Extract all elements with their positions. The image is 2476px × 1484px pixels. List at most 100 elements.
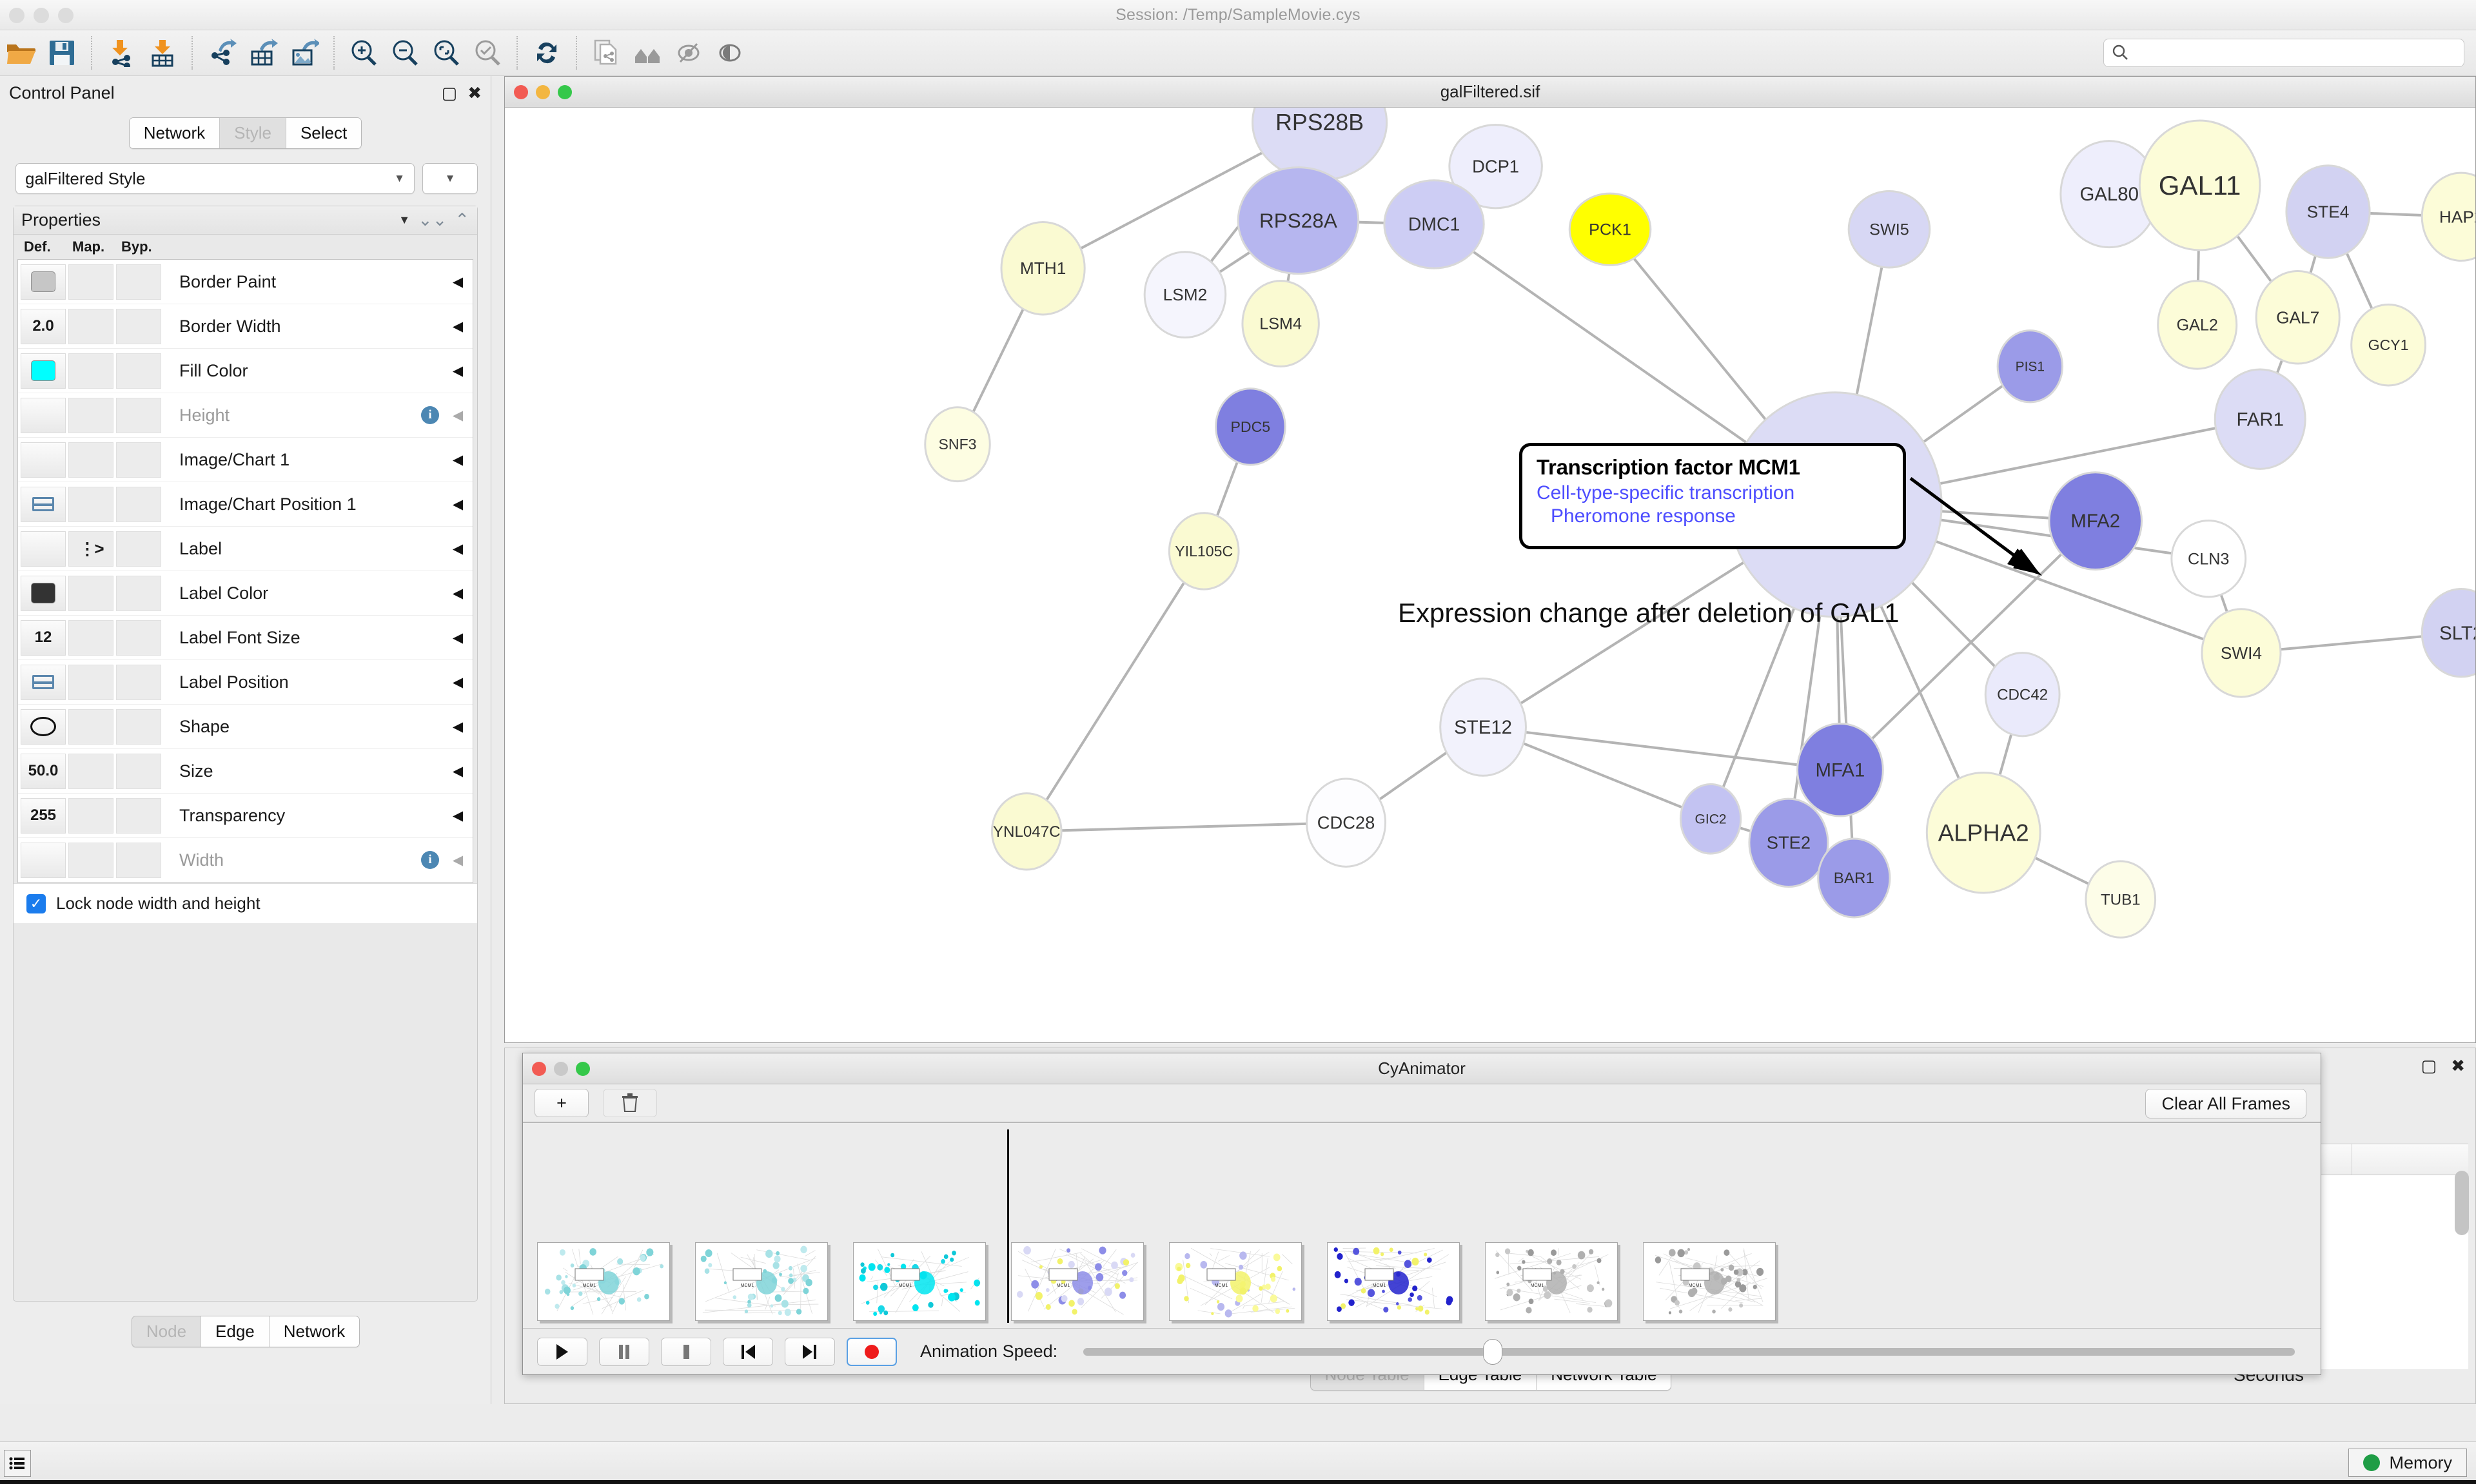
property-row[interactable]: Label Color ◀: [18, 571, 473, 616]
pause-button[interactable]: [599, 1337, 649, 1366]
network-node[interactable]: HAP2: [2421, 171, 2475, 262]
window-traffic-lights[interactable]: [9, 8, 74, 23]
property-default-cell[interactable]: [21, 397, 66, 433]
network-node[interactable]: PDC5: [1215, 387, 1286, 466]
network-node[interactable]: ALPHA2: [1925, 771, 2041, 894]
properties-menu-caret-icon[interactable]: ▼: [398, 213, 411, 226]
property-row[interactable]: Label Position ◀: [18, 660, 473, 705]
network-node[interactable]: PIS1: [1996, 329, 2064, 404]
network-edge[interactable]: [1839, 520, 2097, 771]
network-node[interactable]: LSM2: [1143, 251, 1227, 339]
style-select[interactable]: galFiltered Style ▼: [15, 163, 415, 194]
expand-arrow-icon[interactable]: ◀: [452, 452, 464, 467]
network-node[interactable]: FAR1: [2214, 368, 2306, 470]
close-icon[interactable]: ✖: [2451, 1056, 2465, 1075]
expand-arrow-icon[interactable]: ◀: [452, 541, 464, 556]
property-default-cell[interactable]: [21, 442, 66, 478]
search-box[interactable]: [2103, 39, 2464, 67]
property-row[interactable]: Width i ◀: [18, 838, 473, 883]
network-edge[interactable]: [1027, 821, 1346, 833]
expand-arrow-icon[interactable]: ◀: [452, 763, 464, 779]
hide-selected-icon[interactable]: [668, 32, 709, 73]
network-node[interactable]: TUB1: [2085, 860, 2157, 939]
memory-status-button[interactable]: Memory: [2348, 1449, 2467, 1477]
property-default-cell[interactable]: 255: [21, 797, 66, 834]
animation-speed-knob[interactable]: [1483, 1338, 1503, 1365]
network-node[interactable]: STE12: [1439, 678, 1527, 777]
property-default-cell[interactable]: 12: [21, 620, 66, 656]
network-node[interactable]: SLT2: [2421, 588, 2475, 678]
close-window-button[interactable]: [9, 8, 25, 23]
tab-select[interactable]: Select: [286, 118, 362, 148]
cyanimator-traffic-lights[interactable]: [532, 1061, 590, 1076]
network-node[interactable]: SNF3: [924, 406, 991, 483]
property-row[interactable]: Image/Chart Position 1 ◀: [18, 482, 473, 527]
info-icon[interactable]: i: [421, 851, 439, 869]
expand-arrow-icon[interactable]: ◀: [452, 630, 464, 645]
color-swatch[interactable]: [31, 271, 55, 292]
zoom-fit-icon[interactable]: [426, 32, 467, 73]
play-button[interactable]: [537, 1337, 587, 1366]
property-mapping-cell[interactable]: [68, 708, 113, 745]
property-row[interactable]: Fill Color ◀: [18, 349, 473, 393]
list-icon[interactable]: [4, 1449, 31, 1477]
add-frame-button[interactable]: +: [535, 1089, 589, 1117]
property-bypass-cell[interactable]: [116, 664, 161, 700]
tab-network-style[interactable]: Network: [269, 1316, 360, 1347]
property-bypass-cell[interactable]: [116, 842, 161, 878]
property-bypass-cell[interactable]: [116, 442, 161, 478]
timeline-frame[interactable]: MCM1: [853, 1242, 986, 1321]
property-default-cell[interactable]: [21, 708, 66, 745]
property-bypass-cell[interactable]: [116, 575, 161, 611]
color-swatch[interactable]: [31, 360, 55, 381]
property-default-cell[interactable]: 50.0: [21, 753, 66, 789]
network-graph[interactable]: RPS28B DCP1 RPS28A DMC1 PCK1 SWI5 GAL80 GAL11 ST…: [505, 108, 2475, 1042]
minimize-network-button[interactable]: [536, 84, 550, 99]
property-mapping-cell[interactable]: [68, 664, 113, 700]
network-node[interactable]: RPS28A: [1237, 166, 1360, 275]
network-node[interactable]: GIC2: [1679, 783, 1742, 855]
property-mapping-cell[interactable]: [68, 353, 113, 389]
style-menu-button[interactable]: ▼: [422, 163, 478, 194]
float-icon[interactable]: ▢: [441, 83, 458, 103]
zoom-window-button[interactable]: [58, 8, 74, 23]
property-bypass-cell[interactable]: [116, 397, 161, 433]
property-default-cell[interactable]: [21, 575, 66, 611]
destroy-network-icon[interactable]: [627, 32, 668, 73]
property-bypass-cell[interactable]: [116, 531, 161, 567]
property-bypass-cell[interactable]: [116, 486, 161, 522]
property-bypass-cell[interactable]: [116, 620, 161, 656]
property-bypass-cell[interactable]: [116, 308, 161, 344]
network-node[interactable]: DMC1: [1383, 179, 1485, 269]
expand-arrow-icon[interactable]: ◀: [452, 585, 464, 601]
property-row[interactable]: Shape ◀: [18, 705, 473, 749]
zoom-cyanimator-button[interactable]: [576, 1061, 590, 1076]
expand-arrow-icon[interactable]: ◀: [452, 274, 464, 289]
property-row[interactable]: 12 Label Font Size ◀: [18, 616, 473, 660]
timeline-frame[interactable]: MCM1: [1169, 1242, 1302, 1321]
record-button[interactable]: [847, 1337, 897, 1366]
first-frame-button[interactable]: [723, 1337, 773, 1366]
property-row[interactable]: 255 Transparency ◀: [18, 794, 473, 838]
expand-all-icon[interactable]: ⌃: [455, 210, 469, 229]
network-node[interactable]: GAL7: [2255, 269, 2341, 365]
timeline-frame[interactable]: MCM1: [537, 1242, 670, 1321]
timeline-frame[interactable]: MCM1: [1643, 1242, 1776, 1321]
network-node[interactable]: RPS28B: [1252, 108, 1388, 182]
expand-arrow-icon[interactable]: ◀: [452, 318, 464, 334]
lock-node-size-checkbox[interactable]: ✓: [26, 893, 46, 913]
network-window-traffic-lights[interactable]: [514, 84, 572, 99]
color-swatch[interactable]: [31, 583, 55, 603]
tab-edge[interactable]: Edge: [201, 1316, 270, 1347]
delete-frame-button[interactable]: [603, 1089, 657, 1117]
zoom-network-button[interactable]: [558, 84, 572, 99]
network-node[interactable]: SWI4: [2201, 608, 2282, 698]
minimize-window-button[interactable]: [34, 8, 49, 23]
network-node[interactable]: MFA1: [1796, 722, 1884, 817]
import-table-icon[interactable]: [142, 32, 183, 73]
float-icon[interactable]: ▢: [2421, 1056, 2437, 1075]
network-canvas[interactable]: RPS28B DCP1 RPS28A DMC1 PCK1 SWI5 GAL80 GAL11 ST…: [505, 108, 2475, 1042]
network-node[interactable]: BAR1: [1817, 837, 1891, 919]
property-default-cell[interactable]: [21, 486, 66, 522]
expand-arrow-icon[interactable]: ◀: [452, 363, 464, 378]
